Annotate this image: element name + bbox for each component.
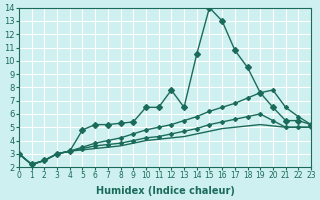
X-axis label: Humidex (Indice chaleur): Humidex (Indice chaleur) bbox=[96, 186, 235, 196]
